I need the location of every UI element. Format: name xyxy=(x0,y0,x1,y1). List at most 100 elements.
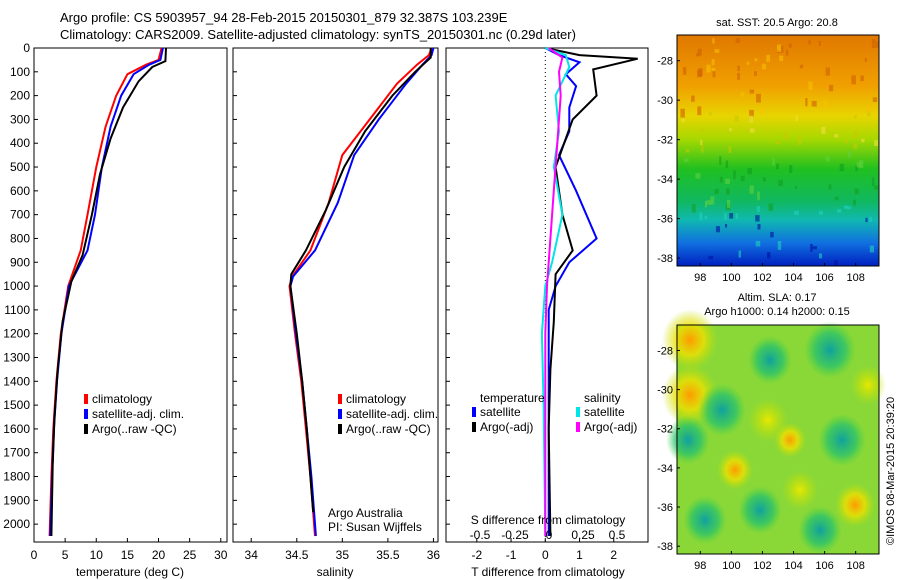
sla-eddy xyxy=(818,413,866,467)
y-tick-label: 1600 xyxy=(3,422,30,436)
sst-map-frame xyxy=(676,34,880,267)
y-tick-label: 1200 xyxy=(3,327,30,341)
map-y-tick-label: -36 xyxy=(657,502,673,514)
x-tick-label: 0 xyxy=(542,548,549,562)
sst-speck xyxy=(834,134,839,138)
sla-eddy xyxy=(738,485,782,535)
sst-speck xyxy=(708,111,712,116)
map-y-tick-label: -36 xyxy=(657,214,673,226)
sst-speck xyxy=(825,156,830,162)
legend-label: Argo(..raw -QC) xyxy=(346,422,431,436)
series-line xyxy=(289,48,432,513)
sst-speck xyxy=(867,110,871,117)
sst-speck xyxy=(749,185,754,194)
sla-eddy xyxy=(850,365,886,405)
sst-speck xyxy=(700,139,703,145)
sst-speck xyxy=(697,106,702,116)
legend-swatch xyxy=(338,409,342,419)
series-line xyxy=(289,47,435,537)
sst-speck xyxy=(681,118,685,123)
sst-speck xyxy=(725,178,730,184)
sla-eddy xyxy=(804,321,856,379)
x-tick-label: 35 xyxy=(336,548,350,562)
x-tick-label: 0 xyxy=(31,548,38,562)
sst-speck xyxy=(729,128,733,132)
y-tick-label: 100 xyxy=(10,65,30,79)
legend-swatch xyxy=(84,394,88,404)
legend-swatch xyxy=(472,407,476,417)
map-x-tick-label: 108 xyxy=(847,560,865,572)
sla-map-frame xyxy=(676,324,880,555)
sst-speck xyxy=(821,126,826,134)
map-y-tick-label: -28 xyxy=(657,345,673,357)
sst-speck xyxy=(869,216,872,222)
sla-map-panel: Altim. SLA: 0.17 Argo h1000: 0.14 h2000:… xyxy=(657,292,886,572)
legend-swatch xyxy=(84,424,88,434)
sst-speck xyxy=(698,68,703,77)
sst-speck xyxy=(837,209,842,213)
y-tick-label: 400 xyxy=(10,136,30,150)
sst-speck xyxy=(746,61,750,65)
sst-speck xyxy=(755,215,760,222)
x-tick-label: 34 xyxy=(245,548,259,562)
salinity-annotation-line1: Argo Australia xyxy=(328,506,403,520)
map-x-tick-label: 106 xyxy=(815,272,833,284)
map-x-tick-label: 98 xyxy=(694,560,706,572)
y-tick-label: 1300 xyxy=(3,350,30,364)
sst-speck xyxy=(855,165,858,172)
sst-speck xyxy=(770,231,774,238)
sst-speck xyxy=(735,38,740,43)
y-tick-label: 600 xyxy=(10,184,30,198)
sst-speck xyxy=(853,131,858,139)
sst-speck xyxy=(799,64,804,69)
x-tick-label: 1 xyxy=(576,548,583,562)
sst-speck xyxy=(719,156,722,165)
y-tick-label: 1000 xyxy=(3,279,30,293)
chart-title-line2: Climatology: CARS2009. Satellite-adjuste… xyxy=(60,27,576,42)
map-y-tick-label: -32 xyxy=(657,135,673,147)
y-tick-label: 1800 xyxy=(3,470,30,484)
sst-speck xyxy=(823,99,828,109)
sst-speck xyxy=(747,167,752,175)
sst-speck xyxy=(779,55,784,62)
legend-label: Argo(-adj) xyxy=(584,420,637,434)
sst-speck xyxy=(797,136,802,145)
sst-speck xyxy=(805,98,808,107)
sst-speck xyxy=(853,143,858,149)
sst-speck xyxy=(699,212,703,221)
sst-speck xyxy=(725,224,728,228)
sst-speck xyxy=(724,212,727,221)
y-tick-label: 1700 xyxy=(3,446,30,460)
sst-speck xyxy=(869,245,874,253)
sst-speck xyxy=(714,189,719,194)
sst-speck xyxy=(712,71,716,78)
sst-speck xyxy=(783,132,789,140)
sla-eddy xyxy=(662,309,718,371)
sst-speck xyxy=(844,139,848,144)
map-y-tick-label: -30 xyxy=(657,95,673,107)
sst-speck xyxy=(789,165,793,173)
map-y-tick-label: -38 xyxy=(657,541,673,553)
sla-eddy xyxy=(774,422,806,458)
chart-title-line1: Argo profile: CS 5903957_94 28-Feb-2015 … xyxy=(60,10,508,25)
sst-speck xyxy=(778,179,783,186)
map-x-tick-label: 104 xyxy=(784,560,802,572)
map-y-tick-label: -34 xyxy=(657,463,673,475)
series-line xyxy=(48,47,163,537)
y-tick-label: 700 xyxy=(10,208,30,222)
sst-speck xyxy=(788,43,792,48)
sla-eddy xyxy=(748,335,792,385)
sst-speck xyxy=(843,205,848,209)
sst-speck xyxy=(711,67,716,71)
sst-speck xyxy=(819,253,822,259)
top-x-tick-label: 0.25 xyxy=(571,528,595,542)
sst-speck xyxy=(704,215,708,219)
sst-speck xyxy=(738,250,741,258)
sst-speck xyxy=(734,115,739,122)
x-tick-label: 36 xyxy=(427,548,441,562)
sst-speck xyxy=(777,241,782,250)
salinity-panel: 34 34.5 35 35.5 36 climatologysatellite-adj. … xyxy=(232,47,441,579)
sst-speck xyxy=(700,128,704,132)
legend-group-title: salinity xyxy=(584,391,621,405)
